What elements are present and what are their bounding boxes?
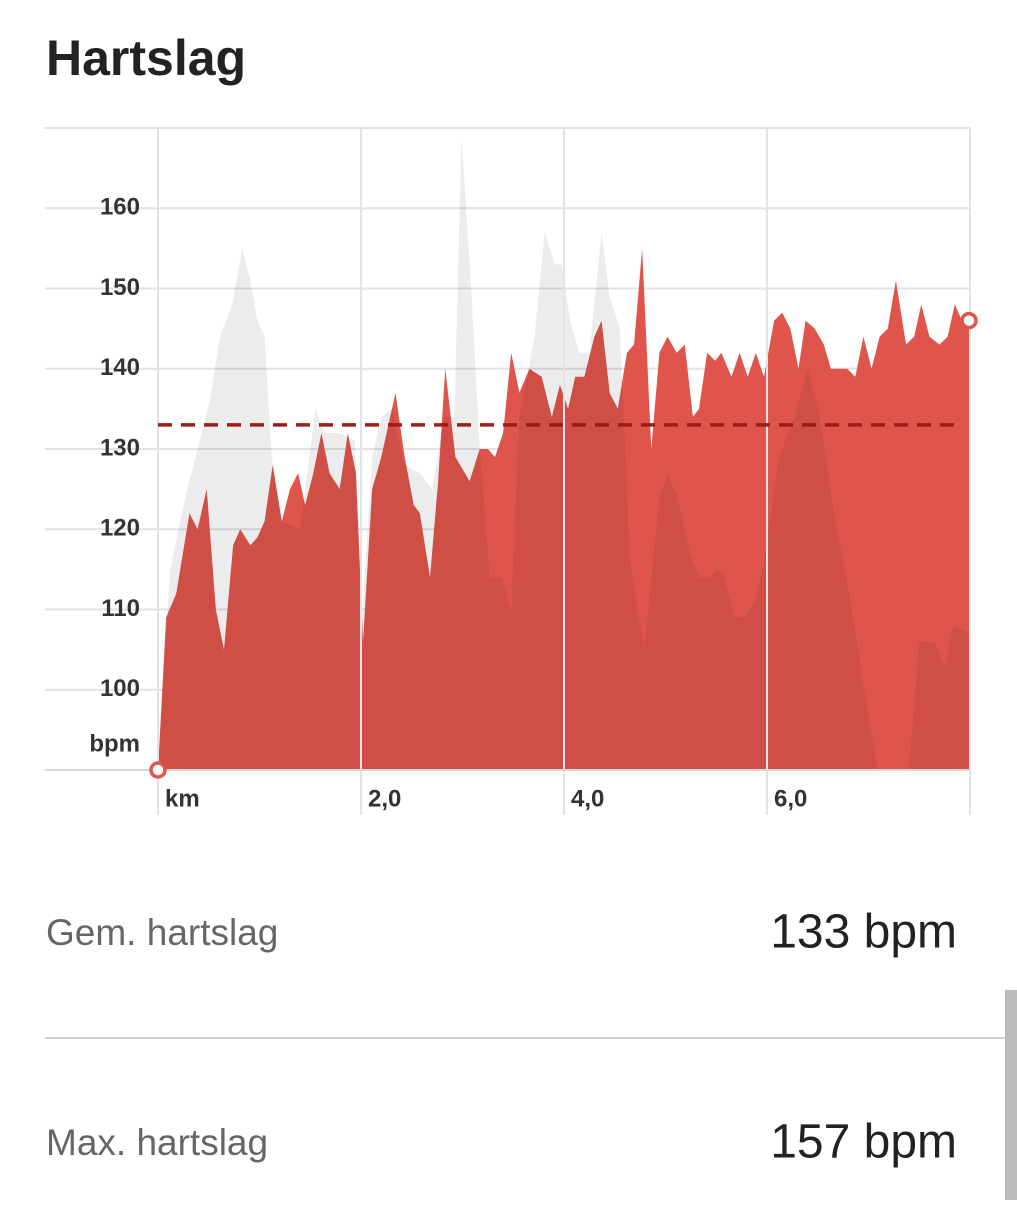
y-tick-label: 130 [100,434,140,461]
x-tick-label: 2,0 [368,785,401,812]
stat-label: Gem. hartslag [46,912,278,953]
y-tick-label: 140 [100,354,140,381]
title: Hartslag [46,30,246,86]
endpoint-marker [960,311,978,330]
y-tick-label: 150 [100,274,140,301]
chart: 100 110 120 130 140 150 160 km 2,0 4,0 6,0 [45,127,978,815]
y-axis-label: bpm [89,730,140,757]
stat-value: 133 bpm [770,906,957,959]
endpoint-marker [149,761,167,779]
scrollbar[interactable] [1005,990,1017,1200]
y-tick-label: 160 [100,194,140,221]
x-tick-label: 4,0 [571,785,604,812]
y-tick-label: 100 [100,675,140,702]
stat-label: Max. hartslag [46,1122,268,1163]
x-tick-label: 6,0 [774,785,807,812]
y-tick-label: 120 [100,515,140,542]
x-tick-label: km [165,785,200,812]
y-tick-label: 110 [101,595,140,622]
stat-value: 157 bpm [770,1116,957,1169]
